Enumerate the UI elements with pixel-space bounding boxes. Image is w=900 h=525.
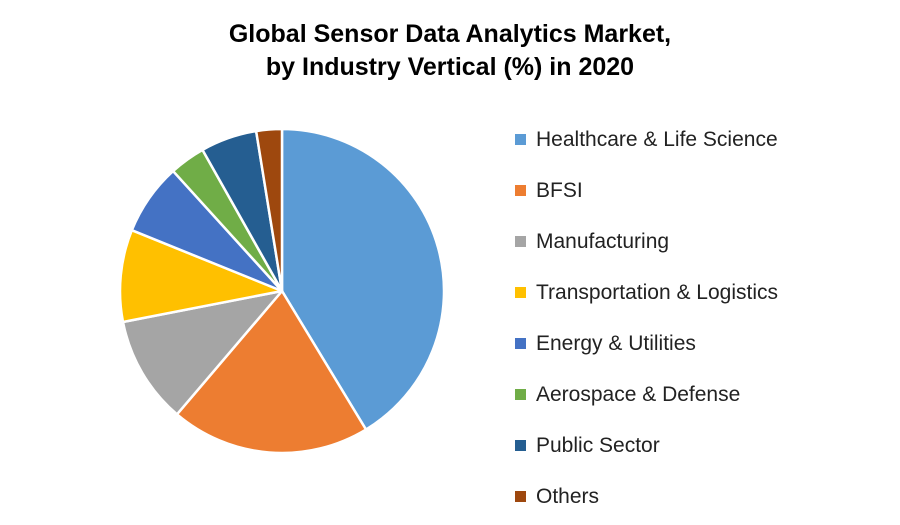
- chart-title-line-1: Global Sensor Data Analytics Market,: [228, 20, 672, 48]
- legend-item-public-sector: Public Sector: [515, 420, 778, 471]
- legend-label-energy: Energy & Utilities: [536, 331, 696, 355]
- legend-item-energy: Energy & Utilities: [515, 318, 778, 369]
- legend-item-manufacturing: Manufacturing: [515, 216, 778, 267]
- legend-swatch-aerospace: [515, 389, 526, 400]
- legend-item-bfsi: BFSI: [515, 165, 778, 216]
- pie-slice-manufacturing: [121, 289, 284, 416]
- legend-label-transportation: Transportation & Logistics: [536, 280, 779, 304]
- pie-slice-transportation: [118, 228, 284, 324]
- chart-title: Global Sensor Data Analytics Market, by …: [0, 18, 900, 84]
- pie-slice-others: [254, 127, 284, 293]
- legend-swatch-bfsi: [515, 185, 526, 196]
- legend-item-aerospace: Aerospace & Defense: [515, 369, 778, 420]
- legend-swatch-transportation: [515, 287, 526, 298]
- legend-swatch-others: [515, 491, 526, 502]
- pie-slice-healthcare: [280, 127, 446, 431]
- legend-swatch-energy: [515, 338, 526, 349]
- chart-title-line-2: by Industry Vertical (%) in 2020: [265, 53, 635, 81]
- legend-label-public-sector: Public Sector: [536, 433, 660, 457]
- legend-item-healthcare: Healthcare & Life Science: [515, 114, 778, 165]
- legend-swatch-public-sector: [515, 440, 526, 451]
- legend: Healthcare & Life Science BFSI Manufactu…: [515, 114, 778, 522]
- legend-label-aerospace: Aerospace & Defense: [536, 382, 741, 406]
- legend-label-bfsi: BFSI: [536, 178, 583, 202]
- legend-label-healthcare: Healthcare & Life Science: [536, 127, 778, 151]
- legend-item-others: Others: [515, 471, 778, 522]
- legend-label-others: Others: [536, 484, 600, 508]
- legend-swatch-manufacturing: [515, 236, 526, 247]
- legend-item-transportation: Transportation & Logistics: [515, 267, 778, 318]
- pie-slice-bfsi: [175, 289, 368, 455]
- legend-swatch-healthcare: [515, 134, 526, 145]
- legend-label-manufacturing: Manufacturing: [536, 229, 670, 253]
